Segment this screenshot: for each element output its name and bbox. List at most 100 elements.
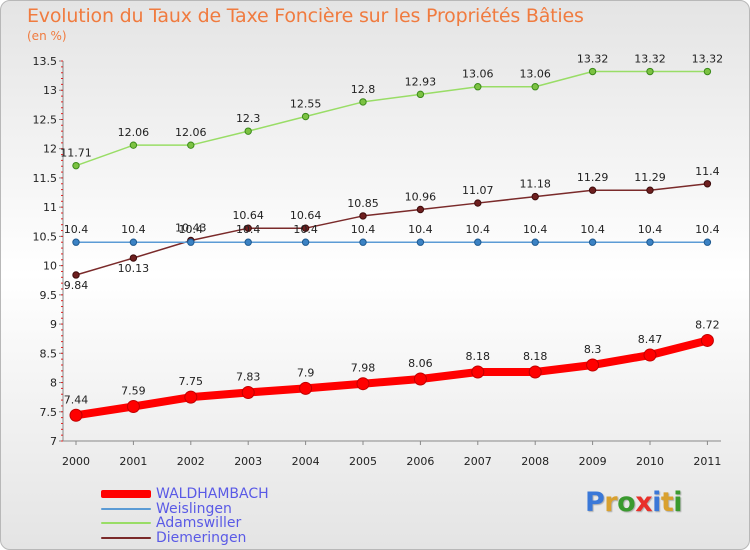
data-label: 12.55 (290, 98, 322, 111)
data-label: 7.75 (179, 375, 204, 388)
data-label: 11.18 (519, 178, 551, 191)
data-point (301, 112, 310, 121)
y-tick-label: 9 (50, 318, 57, 331)
data-point (72, 238, 80, 246)
data-label: 13.06 (462, 68, 494, 81)
data-label: 10.4 (466, 223, 491, 236)
data-label: 11.29 (577, 171, 609, 184)
x-tick-label: 2007 (464, 455, 492, 468)
data-label: 10.4 (64, 223, 89, 236)
data-point (126, 400, 140, 414)
logo-letter: i (652, 487, 661, 518)
data-point (244, 238, 252, 246)
series-line-diemeringen (75, 183, 709, 276)
data-point (359, 98, 367, 106)
y-tick-label: 13 (43, 84, 57, 97)
data-label: 11.29 (634, 171, 666, 184)
data-label: 8.06 (408, 357, 433, 370)
legend-swatch (101, 507, 151, 510)
data-label: 12.06 (175, 126, 207, 139)
data-label: 11.4 (695, 165, 720, 178)
data-label: 11.07 (462, 184, 494, 197)
data-label: 7.9 (297, 366, 315, 379)
data-label: 10.4 (695, 223, 720, 236)
data-point (72, 161, 80, 170)
data-point (703, 238, 712, 246)
x-tick-label: 2003 (234, 455, 262, 468)
logo-letter: i (673, 487, 683, 518)
data-point (244, 224, 252, 232)
x-tick-label: 2009 (579, 455, 607, 468)
data-label: 12.06 (118, 126, 150, 139)
x-tick-label: 2001 (119, 455, 147, 468)
data-label: 10.4 (408, 223, 433, 236)
x-tick-label: 2011 (693, 455, 721, 468)
data-point (413, 372, 427, 386)
data-label: 12.93 (405, 75, 437, 88)
data-point (69, 408, 83, 422)
legend-swatch (101, 522, 151, 525)
data-label: 7.44 (64, 393, 89, 406)
data-label: 7.83 (236, 370, 261, 383)
data-point (244, 127, 252, 135)
data-point (474, 199, 482, 207)
data-label: 8.18 (466, 350, 491, 363)
y-tick-label: 12.5 (33, 113, 58, 126)
data-label: 13.32 (692, 53, 724, 66)
data-label: 10.4 (121, 223, 146, 236)
data-point (646, 67, 654, 76)
data-point (474, 83, 482, 91)
data-label: 8.3 (584, 343, 602, 356)
logo-letter: x (635, 487, 653, 518)
data-point (416, 238, 425, 246)
x-tick-label: 2010 (636, 455, 664, 468)
data-point (588, 238, 597, 246)
data-label: 10.4 (638, 223, 663, 236)
y-tick-label: 10 (43, 260, 57, 273)
legend-label: Adamswiller (156, 515, 242, 531)
y-tick-label: 8.5 (40, 347, 58, 360)
logo-letter: o (617, 487, 636, 518)
y-tick-label: 11 (43, 201, 57, 214)
data-point (531, 238, 539, 246)
data-label: 8.72 (695, 318, 720, 331)
data-point (356, 377, 370, 391)
data-point (531, 83, 539, 91)
data-point (359, 238, 367, 246)
data-label: 10.85 (347, 197, 379, 210)
data-point (646, 238, 654, 246)
data-point (588, 186, 597, 194)
data-point (72, 271, 80, 279)
data-label: 7.98 (351, 362, 376, 375)
data-label: 13.06 (519, 68, 551, 81)
data-label: 12.8 (351, 83, 376, 96)
data-label: 10.4 (523, 223, 548, 236)
data-point (416, 90, 425, 99)
data-point (299, 381, 313, 395)
proxiti-logo: Proxiti (585, 487, 683, 518)
data-point (416, 205, 425, 214)
data-label: 10.43 (175, 221, 207, 234)
chart-title: Evolution du Taux de Taxe Foncière sur l… (27, 5, 584, 27)
x-tick-label: 2005 (349, 455, 377, 468)
legend-label: WALDHAMBACH (156, 486, 269, 502)
data-point (184, 390, 198, 404)
data-point (301, 224, 310, 232)
logo-letter: P (585, 487, 605, 518)
data-label: 10.13 (118, 262, 150, 275)
data-label: 9.84 (64, 279, 89, 292)
data-point (646, 186, 654, 194)
data-point (187, 141, 195, 149)
y-tick-label: 11.5 (33, 172, 58, 185)
data-point (703, 180, 712, 188)
data-label: 7.59 (121, 385, 146, 398)
data-point (700, 333, 714, 347)
data-label: 8.18 (523, 350, 548, 363)
y-tick-label: 10.5 (33, 230, 58, 243)
x-tick-label: 2000 (62, 455, 90, 468)
data-label: 12.3 (236, 112, 261, 125)
data-label: 11.71 (60, 147, 92, 160)
data-label: 13.32 (634, 53, 666, 66)
